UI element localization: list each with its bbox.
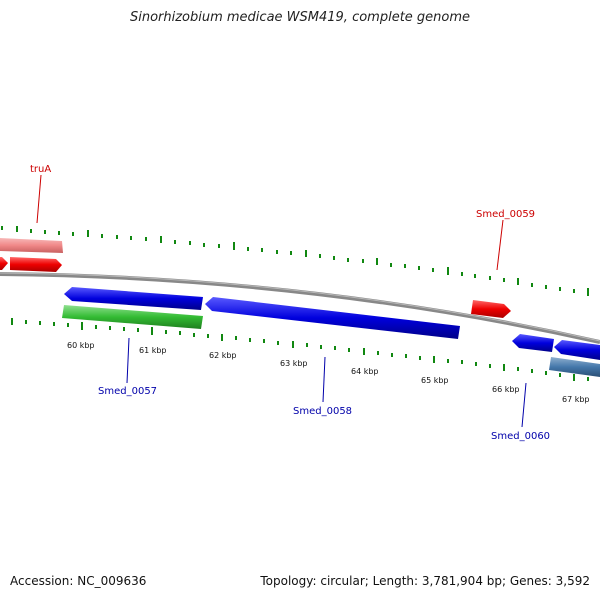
gene-label-smed-0059[interactable]: Smed_0059	[476, 209, 535, 220]
gene-smed-0058[interactable]	[205, 297, 460, 339]
gene-truA[interactable]	[0, 238, 63, 253]
gene-label-smed-0058[interactable]: Smed_0058	[293, 406, 352, 417]
scale-label: 67 kbp	[562, 395, 590, 404]
gene-steel-right[interactable]	[549, 357, 600, 377]
gene-smed-0060[interactable]	[512, 334, 554, 352]
gene-forward-left-2[interactable]	[10, 257, 62, 272]
upper-tick-row	[1, 226, 589, 296]
scale-label: 66 kbp	[492, 385, 520, 394]
gene-forward-left-1[interactable]	[0, 257, 8, 270]
genome-backbone	[0, 272, 600, 344]
gene-rna-green[interactable]	[62, 305, 203, 329]
label-leader-smed-0058	[322, 356, 326, 403]
lower-tick-row	[11, 318, 589, 381]
scale-label: 63 kbp	[280, 359, 308, 368]
scale-label: 65 kbp	[421, 376, 449, 385]
gene-smed-0057[interactable]	[64, 287, 203, 310]
label-leader-smed-0060	[521, 382, 527, 428]
genome-stats-text: Topology: circular; Length: 3,781,904 bp…	[260, 574, 590, 588]
gene-label-truA[interactable]: truA	[30, 164, 51, 175]
map-title: Sinorhizobium medicae WSM419, complete g…	[129, 10, 471, 25]
label-leader-smed-0059	[496, 219, 504, 271]
gene-reverse-right[interactable]	[554, 340, 600, 360]
gene-smed-0059[interactable]	[471, 300, 511, 318]
gene-label-smed-0060[interactable]: Smed_0060	[491, 431, 550, 442]
label-leader-truA	[36, 174, 42, 224]
scale-label: 61 kbp	[139, 346, 167, 355]
gene-label-smed-0057[interactable]: Smed_0057	[98, 386, 157, 397]
scale-label: 62 kbp	[209, 351, 237, 360]
scale-label: 60 kbp	[67, 341, 95, 350]
label-leader-smed-0057	[126, 337, 130, 384]
accession-text: Accession: NC_009636	[10, 574, 147, 588]
scale-label: 64 kbp	[351, 367, 379, 376]
